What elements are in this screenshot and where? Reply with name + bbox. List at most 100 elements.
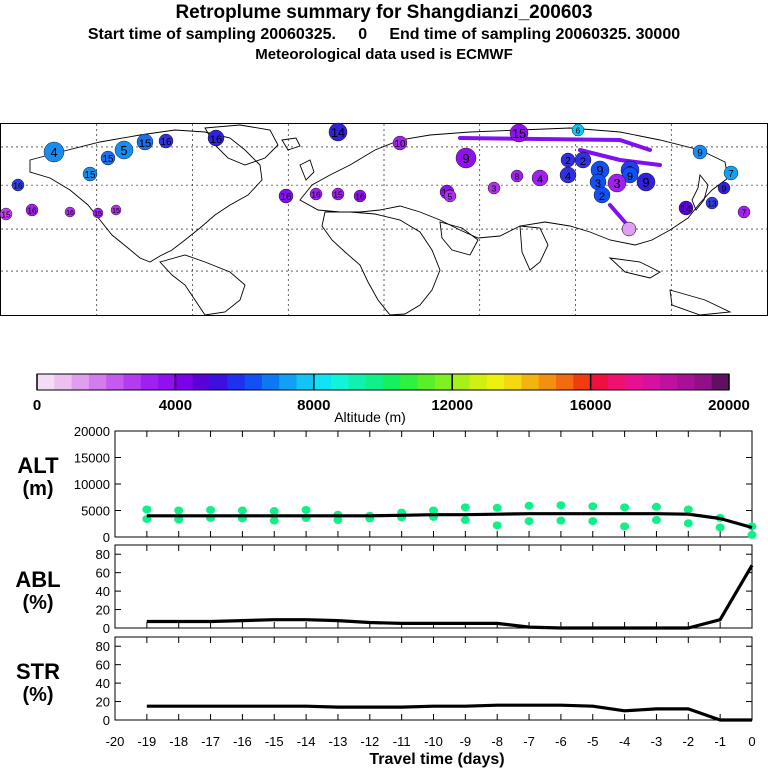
plume-marker-circle [328,122,348,142]
plume-marker: 15 [110,204,122,216]
colorbar-swatch [279,374,297,390]
plume-marker-label: 6 [576,126,581,136]
map-grid [1,124,767,315]
altitude-point [269,516,279,525]
altitude-point [174,506,184,515]
colorbar-swatch [452,374,470,390]
plume-marker: 15 [92,207,104,219]
plume-marker: 2 [560,152,576,168]
plume-marker-circle [158,133,174,149]
colorbar-swatch [659,374,678,390]
plume-marker-label: 8 [515,172,520,182]
plume-marker-label: 16 [66,210,74,217]
travel-time-panels: 05000100001500020000ALT(m)020406080ABL(%… [15,424,757,768]
series-line [146,512,753,530]
plume-marker: 16 [278,188,294,204]
colorbar-swatch [88,374,107,390]
y-tick-label: 40 [96,676,110,691]
plume-marker-label: 15 [85,170,96,181]
plume-marker-circle [64,206,76,218]
plume-marker: 3 [607,173,627,193]
plume-marker-circle [571,123,585,137]
series-line [146,703,752,722]
plume-marker-label: 15 [94,211,102,218]
plume-marker-circle [100,150,116,166]
plume-marker-circle [717,181,731,195]
plume-marker: 2 [574,151,592,169]
plume-marker-circle [353,189,367,203]
plume-marker-label: 15 [103,154,114,165]
colorbar-swatch [71,374,90,390]
plume-marker-circle [705,196,719,210]
plume-marker-label: 2 [599,191,605,203]
colorbar-tick-label: 4000 [159,397,192,414]
colorbar-swatch [37,374,55,390]
plume-marker-circle [621,166,639,184]
colorbar-tick-label: 16000 [570,397,612,414]
plume-marker-label: 10 [395,139,406,150]
plume-marker-label: 15 [512,127,526,141]
plume-marker-circle [455,147,477,169]
colorbar-swatch [244,374,263,390]
plume-marker: 10 [392,135,408,151]
plume-marker-circle [723,165,739,181]
plume-marker-label: 13 [707,199,717,209]
chart-title: Retroplume summary for Shangdianzi_20060… [175,2,593,23]
x-tick-label: -16 [233,734,252,749]
plume-marker-label: 15 [139,138,151,150]
altitude-point [429,506,438,515]
altitude-point [333,516,343,525]
plume-marker: 16 [11,178,25,192]
plume-marker-label: 16 [281,192,292,203]
altitude-point [747,530,757,539]
plume-marker-circle [737,205,751,219]
plume-marker-label: 14 [331,126,345,140]
plume-marker-circle [509,123,529,143]
plume-marker-circle [207,129,225,147]
plume-marker: 15 [509,123,529,143]
altitude-point [206,505,216,514]
colorbar-swatch [54,374,73,390]
colorbar-swatch [158,374,176,390]
plume-marker-circle [82,166,98,182]
plume-marker-label: 3 [492,184,497,194]
plume-marker: 3 [487,181,501,195]
colorbar-tick-label: 8000 [297,397,330,414]
plume-marker: 16 [158,133,174,149]
x-tick-label: 0 [748,734,755,749]
altitude-point [301,505,311,514]
plume-marker: 16 [25,203,39,217]
x-tick-label: -5 [587,734,599,749]
altitude-point [588,517,598,526]
colorbar-swatch [538,374,557,390]
plume-marker-label: 7 [742,208,747,218]
panel-ylabel-unit: (m) [22,478,53,500]
plume-marker-circle [560,152,576,168]
panel-ylabel: ALT [17,453,59,478]
plume-marker-circle [11,178,25,192]
x-tick-label: -13 [329,734,348,749]
x-tick-label: -4 [619,734,631,749]
world-map: 4 15 15 5 15 16 16 14 15 10 9 16 16 15 16 15 15 16 16 15 16 1… [0,122,768,316]
plume-marker: 8 [510,169,524,183]
plume-marker-label: 16 [355,192,365,202]
plume-marker-label: 4 [50,145,57,160]
colorbar-swatch [486,374,505,390]
y-tick-label: 0 [103,530,110,545]
y-tick-label: 60 [96,658,110,673]
colorbar-swatch [400,374,419,390]
plume-marker-circle [43,141,65,163]
y-tick-label: 20 [96,695,110,710]
y-tick-label: 15000 [74,451,110,466]
colorbar-swatch [469,374,488,390]
colorbar-swatch [383,374,401,390]
plume-marker-label: 16 [27,206,37,216]
plume-marker-circle [607,173,627,193]
altitude-point [588,502,598,511]
plume-marker-label: 9 [596,164,603,178]
plume-marker-label: 2 [580,156,586,168]
altitude-point [524,517,534,526]
plume-marker-circle [278,188,294,204]
x-tick-label: -17 [201,734,220,749]
plume-marker-label: 9 [722,184,727,194]
